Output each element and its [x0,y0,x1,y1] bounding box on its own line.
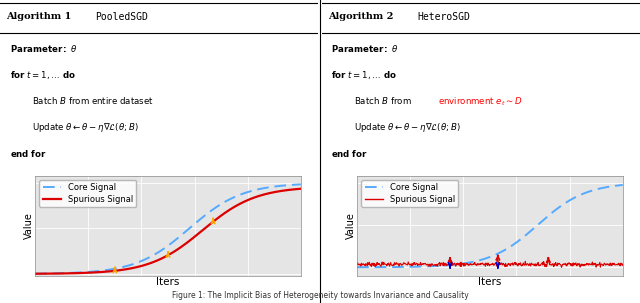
Text: Algorithm 1: Algorithm 1 [6,12,72,22]
Text: Algorithm 2: Algorithm 2 [328,12,394,22]
Legend: Core Signal, Spurious Signal: Core Signal, Spurious Signal [362,180,458,207]
Y-axis label: Value: Value [346,212,356,239]
X-axis label: Iters: Iters [156,277,180,287]
Text: Figure 1: The Implicit Bias of Heterogeneity towards Invariance and Causality: Figure 1: The Implicit Bias of Heterogen… [172,291,468,300]
Text: $\mathbf{end\ for}$: $\mathbf{end\ for}$ [332,148,369,158]
Text: Update $\theta \leftarrow \theta - \eta\nabla\mathcal{L}(\theta; B)$: Update $\theta \leftarrow \theta - \eta\… [354,121,460,134]
Y-axis label: Value: Value [24,212,34,239]
Text: Update $\theta \leftarrow \theta - \eta\nabla\mathcal{L}(\theta; B)$: Update $\theta \leftarrow \theta - \eta\… [32,121,138,134]
Text: $\mathbf{Parameter:}\ \theta$: $\mathbf{Parameter:}\ \theta$ [332,43,399,54]
Text: HeteroSGD: HeteroSGD [417,12,470,22]
Text: Batch $B$ from entire dataset: Batch $B$ from entire dataset [32,95,154,106]
Text: $\mathbf{for}\ t = 1, \ldots\ \mathbf{do}$: $\mathbf{for}\ t = 1, \ldots\ \mathbf{do… [10,69,76,81]
Text: environment $e_t \sim D$: environment $e_t \sim D$ [438,95,523,108]
X-axis label: Iters: Iters [478,277,502,287]
Text: $\mathbf{Parameter:}\ \theta$: $\mathbf{Parameter:}\ \theta$ [10,43,77,54]
Text: PooledSGD: PooledSGD [95,12,148,22]
Text: $\mathbf{for}\ t = 1, \ldots\ \mathbf{do}$: $\mathbf{for}\ t = 1, \ldots\ \mathbf{do… [332,69,397,81]
Text: $\mathbf{end\ for}$: $\mathbf{end\ for}$ [10,148,47,158]
Legend: Core Signal, Spurious Signal: Core Signal, Spurious Signal [40,180,136,207]
Text: Batch $B$ from: Batch $B$ from [354,95,412,106]
